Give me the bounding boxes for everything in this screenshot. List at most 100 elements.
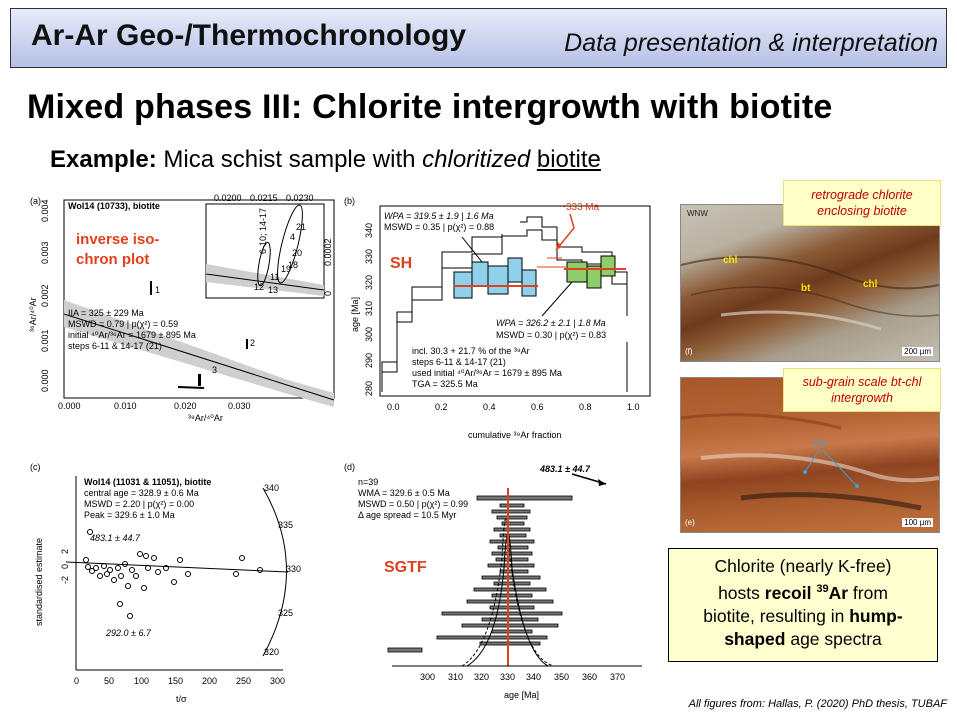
arc-tick-330: 330 [286,564,301,574]
panel-d-sgtf-plot: (d) 483.1 ± 44.7 n=39 WMA = 329.6 ± 0.5 … [344,462,642,700]
photo-bottom-scale: 100 µm [902,518,933,527]
panel-a-ytick-1: 0.000 [40,369,50,392]
panel-a-ytick-4: 0.003 [40,241,50,264]
conclusion-age-spectra: age spectra [785,628,882,649]
panel-a-stat-2: MSWD = 0.79 | p(χ²) = 0.59 [68,319,178,329]
panel-a-ytick-3: 0.002 [40,284,50,307]
panel-d-xtick-7: 360 [582,672,597,682]
panel-a-xlabel: ³⁹Ar/⁴⁰Ar [188,413,223,423]
inset-label-11: 11 [270,272,279,282]
example-underline: biotite [536,146,601,173]
panel-b-xlabel: cumulative ³⁹Ar fraction [468,430,561,440]
panel-b-mswd2: MSWD = 0.30 | p(χ²) = 0.83 [496,330,606,340]
panel-a-ylabel: ³⁶Ar/⁴⁰Ar [28,297,38,332]
panel-c-ytick-3: 2 [60,549,70,554]
panel-c-high-label: 483.1 ± 44.7 [90,533,141,543]
inset-xtick-2: 0.0215 [250,193,278,203]
conclusion-text-hosts: hosts [718,582,765,603]
panel-d-stat-3: MSWD = 0.50 | p(χ²) = 0.99 [358,499,468,509]
arc-tick-320: 320 [264,647,279,657]
panel-a-label-line2: chron plot [76,251,149,268]
arc-tick-335: 335 [278,520,293,530]
panel-b-label: SH [390,255,412,272]
panel-b-xtick-4: 0.6 [531,402,544,412]
panel-b-xtick-1: 0.0 [387,402,400,412]
panel-c-xtick-6: 250 [236,676,251,686]
photo-top-tag: (f) [685,347,693,356]
panel-c-xtick-7: 300 [270,676,285,686]
panel-c-xlabel: t/σ [176,694,187,704]
panel-b-wpa2: WPA = 326.2 ± 2.1 | 1.8 Ma [496,318,606,328]
panel-b-ytick-4: 310 [364,301,374,316]
example-line: Example: Mica schist sample with chlorit… [50,146,601,174]
point-label-1: 1 [155,285,160,295]
panel-b-note-2: steps 6-11 & 14-17 (21) [412,357,506,367]
callout-retrograde-chlorite: retrograde chlorite enclosing biotite [783,180,941,226]
panel-b-ylabel: age [Ma] [350,297,360,332]
panel-d-tag: (d) [344,462,355,472]
conclusion-line-2: hosts recoil 39Ar from [675,578,931,605]
panel-c-xtick-4: 150 [168,676,183,686]
panel-b-age-spectrum: (b) ~333 Ma SH WPA = 319.5 ± 1.9 | 1.6 M… [344,196,651,440]
panel-d-stat-1: n=39 [358,477,378,487]
panel-c-sample: Wol14 (11031 & 11051), biotite [84,477,211,487]
panel-d-xtick-1: 300 [420,672,435,682]
slide-title: Mixed phases III: Chlorite intergrowth w… [27,88,833,126]
inset-label-6-10: 6-10; 14-17 [258,208,268,254]
panel-a-xtick-3: 0.020 [174,401,197,411]
conclusion-hump: hump- [849,605,903,626]
panel-b-ytick-1: 280 [364,381,374,396]
panel-a-xtick-4: 0.030 [228,401,251,411]
panel-d-arrow-label: 483.1 ± 44.7 [539,464,591,474]
conclusion-ar: Ar [828,582,849,603]
panel-d-label: SGTF [384,559,427,576]
panel-b-note-1: incl. 30.3 + 21.7 % of the ³⁹Ar [412,346,530,356]
inset-label-18: 18 [288,260,298,270]
panel-a-stat-3: initial ⁴⁰Ar/³⁶Ar = 1679 ± 895 Ma [68,330,196,340]
panel-c-xtick-5: 200 [202,676,217,686]
panel-c-ytick-1: -2 [60,576,70,584]
panel-a-stat-1: IIA = 325 ± 229 Ma [68,308,144,318]
panel-d-xtick-3: 320 [474,672,489,682]
panel-b-xtick-3: 0.4 [483,402,496,412]
panel-b-mswd1: MSWD = 0.35 | p(χ²) = 0.88 [384,222,494,232]
panel-d-xtick-4: 330 [500,672,515,682]
example-text: Mica schist sample with [163,146,416,173]
panel-c-xtick-2: 50 [104,676,114,686]
panel-c-ylabel: standardised estimate [34,538,44,626]
panel-c-xtick-3: 100 [134,676,149,686]
panel-b-tag: (b) [344,196,355,206]
photo-top-scale: 200 µm [902,347,933,356]
panel-b-xtick-2: 0.2 [435,402,448,412]
header-title: Ar-Ar Geo-/Thermochronology [31,19,467,52]
header-subtitle: Data presentation & interpretation [564,29,938,57]
conclusion-text-from: from [848,582,888,603]
panel-b-ytick-3: 300 [364,327,374,342]
inset-label-19: 19 [281,264,291,274]
panel-a-stat-4: steps 6-11 & 14-17 (21) [68,341,162,351]
photo-bottom-texture [681,413,939,511]
point-label-2: 2 [250,338,255,348]
conclusion-box: Chlorite (nearly K-free) hosts recoil 39… [668,548,938,662]
arc-tick-340: 340 [264,483,279,493]
header-banner: Ar-Ar Geo-/Thermochronology Data present… [10,8,947,68]
inset-xtick-1: 0.0200 [214,193,242,203]
inset-xtick-3: 0.0230 [286,193,314,203]
inset-label-12: 12 [254,282,264,292]
panel-d-stat-2: WMA = 329.6 ± 0.5 Ma [358,488,450,498]
panel-b-ytick-5: 320 [364,275,374,290]
inset-ytick-2: 0.0002 [323,238,333,266]
panel-c-stat-1: central age = 328.9 ± 0.6 Ma [84,488,199,498]
conclusion-shaped: shaped [724,628,786,649]
panel-d-xlabel: age [Ma] [504,690,539,700]
arc-tick-325: 325 [278,608,293,618]
inset-ytick-1: 0 [323,291,333,296]
point-label-3: 3 [212,365,217,375]
panel-b-ytick-2: 290 [364,353,374,368]
photo-top-chl-label-2: chl [863,279,878,290]
conclusion-text-biotite: biotite, resulting in [703,605,850,626]
panel-d-xtick-6: 350 [554,672,569,682]
panel-a-isochron-plot: (a) 1 2 3 inverse iso- chron plot Wol14 … [28,193,335,423]
panel-a-ytick-5: 0.004 [40,199,50,222]
panel-c-ytick-2: 0 [60,564,70,569]
